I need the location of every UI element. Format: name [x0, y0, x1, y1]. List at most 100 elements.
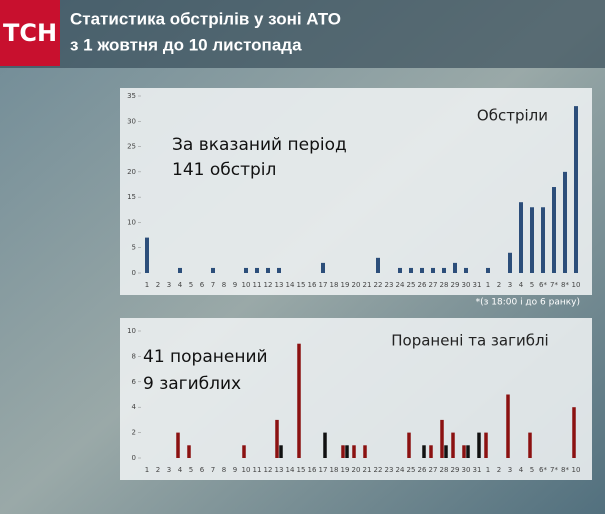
bar [552, 187, 556, 273]
bar [363, 445, 367, 458]
bar [572, 407, 576, 458]
bar [187, 445, 191, 458]
y-tick-label: 10 [127, 218, 136, 226]
y-tick-label: 8 [132, 352, 136, 360]
bar [145, 237, 149, 273]
x-tick-label: 22 [374, 281, 383, 289]
x-tick-label: 15 [297, 281, 306, 289]
x-tick-label: 1 [486, 281, 490, 289]
x-tick-label: 22 [374, 466, 383, 474]
bar [279, 445, 283, 458]
bar [530, 207, 534, 273]
x-tick-label: 10 [572, 466, 581, 474]
bar [508, 252, 512, 273]
bar [178, 267, 182, 273]
x-tick-label: 4 [178, 466, 183, 474]
logo-box [0, 0, 60, 66]
x-tick-label: 1 [145, 281, 149, 289]
bar [464, 267, 468, 273]
x-tick-label: 6 [200, 466, 205, 474]
x-tick-label: 12 [264, 466, 273, 474]
panel [120, 318, 592, 480]
y-tick-label: 0 [132, 454, 136, 462]
x-tick-label: 15 [297, 466, 306, 474]
bar [422, 445, 426, 458]
x-tick-label: 10 [242, 466, 251, 474]
x-tick-label: 17 [319, 281, 328, 289]
header-band [0, 0, 605, 68]
x-tick-label: 4 [178, 281, 183, 289]
x-tick-label: 28 [440, 466, 449, 474]
x-tick-label: 24 [396, 466, 405, 474]
x-tick-label: 26 [418, 281, 427, 289]
x-tick-label: 7* [550, 466, 558, 474]
x-tick-label: 29 [451, 281, 460, 289]
bar [440, 419, 444, 458]
logo: ТСН [3, 19, 57, 47]
x-tick-label: 14 [286, 466, 295, 474]
bar [341, 445, 345, 458]
x-tick-label: 3 [508, 281, 512, 289]
bar [409, 267, 413, 273]
bar [277, 267, 281, 273]
bar [321, 262, 325, 273]
bar [453, 262, 457, 273]
x-tick-label: 3 [167, 281, 171, 289]
x-tick-label: 8 [222, 466, 226, 474]
bar [297, 343, 301, 458]
chart-title: Поранені та загиблі [391, 332, 548, 350]
x-tick-label: 25 [407, 466, 416, 474]
bar [541, 207, 545, 273]
x-tick-label: 2 [156, 466, 160, 474]
y-tick-label: 0 [132, 269, 136, 277]
bar [352, 445, 356, 458]
x-tick-label: 2 [497, 466, 501, 474]
bar [506, 394, 510, 458]
x-tick-label: 31 [473, 466, 482, 474]
x-tick-label: 30 [462, 466, 471, 474]
x-tick-label: 5 [189, 281, 193, 289]
annotation: 41 поранений [143, 347, 268, 367]
bar [242, 445, 246, 458]
x-tick-label: 20 [352, 466, 361, 474]
annotation: За вказаний період [172, 135, 347, 155]
y-tick-label: 20 [127, 168, 136, 176]
y-tick-label: 15 [127, 193, 136, 201]
x-tick-label: 18 [330, 281, 339, 289]
x-tick-label: 25 [407, 281, 416, 289]
x-tick-label: 12 [264, 281, 273, 289]
x-tick-label: 4 [519, 466, 524, 474]
bar [323, 432, 327, 458]
title-line: з 1 жовтня до 10 листопада [70, 35, 302, 54]
x-tick-label: 19 [341, 466, 350, 474]
annotation: 9 загиблих [143, 374, 241, 394]
x-tick-label: 27 [429, 466, 438, 474]
bar [376, 257, 380, 273]
x-tick-label: 26 [418, 466, 427, 474]
x-tick-label: 6 [200, 281, 205, 289]
x-tick-label: 4 [519, 281, 524, 289]
x-tick-label: 5 [530, 466, 534, 474]
x-tick-label: 28 [440, 281, 449, 289]
x-tick-label: 1 [486, 466, 490, 474]
x-tick-label: 10 [572, 281, 581, 289]
x-tick-label: 24 [396, 281, 405, 289]
x-tick-label: 8* [561, 466, 569, 474]
x-tick-label: 9 [233, 466, 237, 474]
x-tick-label: 29 [451, 466, 460, 474]
x-tick-label: 2 [156, 281, 160, 289]
x-tick-label: 27 [429, 281, 438, 289]
x-tick-label: 23 [385, 466, 394, 474]
bar [244, 267, 248, 273]
x-tick-label: 7* [550, 281, 558, 289]
bar [466, 445, 470, 458]
annotation: 141 обстріл [172, 160, 276, 180]
x-tick-label: 3 [508, 466, 512, 474]
x-tick-label: 18 [330, 466, 339, 474]
y-tick-label: 5 [132, 244, 136, 252]
x-tick-label: 13 [275, 281, 284, 289]
bar [451, 432, 455, 458]
x-tick-label: 3 [167, 466, 171, 474]
x-tick-label: 10 [242, 281, 251, 289]
